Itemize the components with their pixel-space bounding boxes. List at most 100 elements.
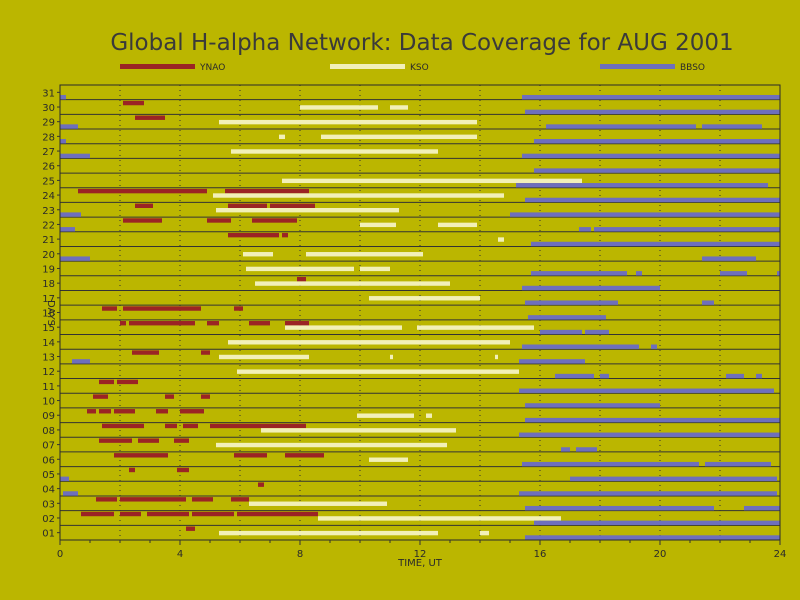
legend: YNAO KSO BBSO	[120, 63, 705, 73]
coverage-bar-ynao	[99, 379, 114, 385]
coverage-bar-kso	[495, 354, 498, 360]
coverage-bar-ynao	[156, 409, 168, 414]
legend-swatch-kso	[330, 64, 405, 69]
coverage-bar-ynao	[93, 394, 108, 399]
grid	[60, 85, 780, 540]
x-tick-label: 16	[534, 549, 547, 560]
y-tick-label: 21	[42, 235, 55, 246]
coverage-bar-kso	[369, 457, 408, 462]
y-tick-label: 28	[42, 132, 55, 143]
y-tick-label: 10	[42, 397, 55, 408]
y-tick-label: 31	[42, 88, 55, 99]
coverage-bar-kso	[219, 530, 438, 536]
x-tick-labels: 0 4 8 12 16 20 24	[57, 540, 786, 560]
y-tick-label: 22	[42, 220, 55, 231]
coverage-bar-ynao	[81, 511, 90, 517]
coverage-bar-bbso	[516, 183, 768, 188]
coverage-bar-bbso	[555, 373, 594, 379]
coverage-bar-ynao	[210, 423, 306, 429]
coverage-bar-bbso	[522, 461, 699, 467]
y-tick-label: 14	[42, 338, 55, 349]
coverage-bar-bbso	[522, 94, 780, 100]
coverage-bar-bbso	[525, 109, 780, 115]
y-tick-label: 09	[42, 411, 55, 422]
y-tick-label: 19	[42, 264, 55, 275]
coverage-bar-bbso	[600, 373, 609, 379]
coverage-bar-ynao	[129, 321, 195, 326]
coverage-bar-kso	[279, 134, 285, 140]
coverage-bar-ynao	[192, 511, 234, 517]
coverage-bar-kso	[237, 369, 519, 374]
coverage-bar-bbso	[579, 227, 591, 232]
coverage-bar-bbso	[534, 520, 780, 526]
coverage-bar-kso	[306, 252, 423, 257]
coverage-bar-ynao	[102, 423, 144, 429]
coverage-bar-bbso	[525, 197, 780, 203]
y-tick-label: 23	[42, 206, 55, 217]
coverage-bar-kso	[369, 296, 480, 301]
coverage-bar-bbso	[72, 359, 90, 364]
coverage-bar-bbso	[702, 256, 756, 261]
coverage-bar-bbso	[561, 447, 570, 452]
coverage-bar-ynao	[114, 409, 135, 414]
y-tick-label: 24	[42, 191, 55, 202]
y-tick-label: 30	[42, 103, 55, 114]
coverage-bar-kso	[261, 428, 456, 433]
coverage-bar-bbso	[525, 417, 780, 423]
coverage-bar-bbso	[702, 300, 714, 305]
coverage-bars	[60, 94, 780, 540]
y-tick-label: 27	[42, 147, 55, 158]
coverage-bar-ynao	[228, 203, 267, 208]
coverage-bar-kso	[417, 325, 534, 330]
coverage-bar-kso	[243, 252, 273, 257]
coverage-bar-bbso	[528, 315, 606, 320]
coverage-bar-kso	[216, 207, 399, 213]
coverage-bar-bbso	[60, 139, 66, 144]
coverage-bar-bbso	[540, 329, 582, 335]
coverage-bar-ynao	[147, 511, 189, 517]
coverage-bar-ynao	[258, 482, 264, 487]
y-axis-label: DAYS	[45, 300, 56, 326]
coverage-bar-ynao	[78, 188, 207, 194]
coverage-bar-bbso	[705, 461, 771, 467]
coverage-bar-ynao	[135, 203, 153, 208]
coverage-bar-bbso	[585, 329, 609, 335]
coverage-bar-bbso	[63, 491, 78, 496]
coverage-bar-bbso	[777, 271, 780, 276]
coverage-bar-kso	[216, 442, 447, 448]
y-tick-label: 08	[42, 426, 55, 437]
coverage-bar-ynao	[138, 438, 159, 443]
coverage-bar-ynao	[120, 511, 141, 517]
coverage-bar-ynao	[120, 321, 126, 326]
coverage-bar-bbso	[534, 139, 780, 144]
y-tick-label: 01	[42, 529, 55, 540]
coverage-bar-kso	[300, 105, 378, 110]
coverage-bar-ynao	[201, 350, 210, 355]
coverage-bar-kso	[213, 193, 504, 198]
coverage-bar-ynao	[231, 497, 249, 502]
coverage-bar-ynao	[87, 409, 96, 414]
coverage-bar-ynao	[102, 306, 117, 311]
y-tick-label: 16	[42, 309, 55, 320]
coverage-bar-ynao	[180, 409, 204, 414]
coverage-bar-bbso	[60, 256, 90, 261]
coverage-bar-kso	[360, 266, 390, 272]
y-tick-label: 05	[42, 470, 55, 481]
coverage-bar-ynao	[120, 497, 186, 502]
coverage-bar-bbso	[510, 212, 780, 217]
coverage-bar-bbso	[546, 124, 696, 129]
y-tick-label: 29	[42, 118, 55, 129]
x-tick-label: 4	[177, 549, 183, 560]
coverage-bar-kso	[357, 413, 414, 418]
coverage-bar-ynao	[132, 350, 159, 355]
coverage-bar-ynao	[252, 218, 297, 223]
coverage-bar-bbso	[720, 271, 747, 276]
coverage-bar-bbso	[570, 476, 777, 481]
coverage-bar-ynao	[237, 511, 318, 517]
coverage-bar-ynao	[129, 467, 135, 473]
x-tick-label: 12	[414, 549, 427, 560]
coverage-bar-kso	[219, 354, 309, 360]
coverage-bar-ynao	[183, 423, 198, 429]
legend-swatch-ynao	[120, 64, 195, 69]
